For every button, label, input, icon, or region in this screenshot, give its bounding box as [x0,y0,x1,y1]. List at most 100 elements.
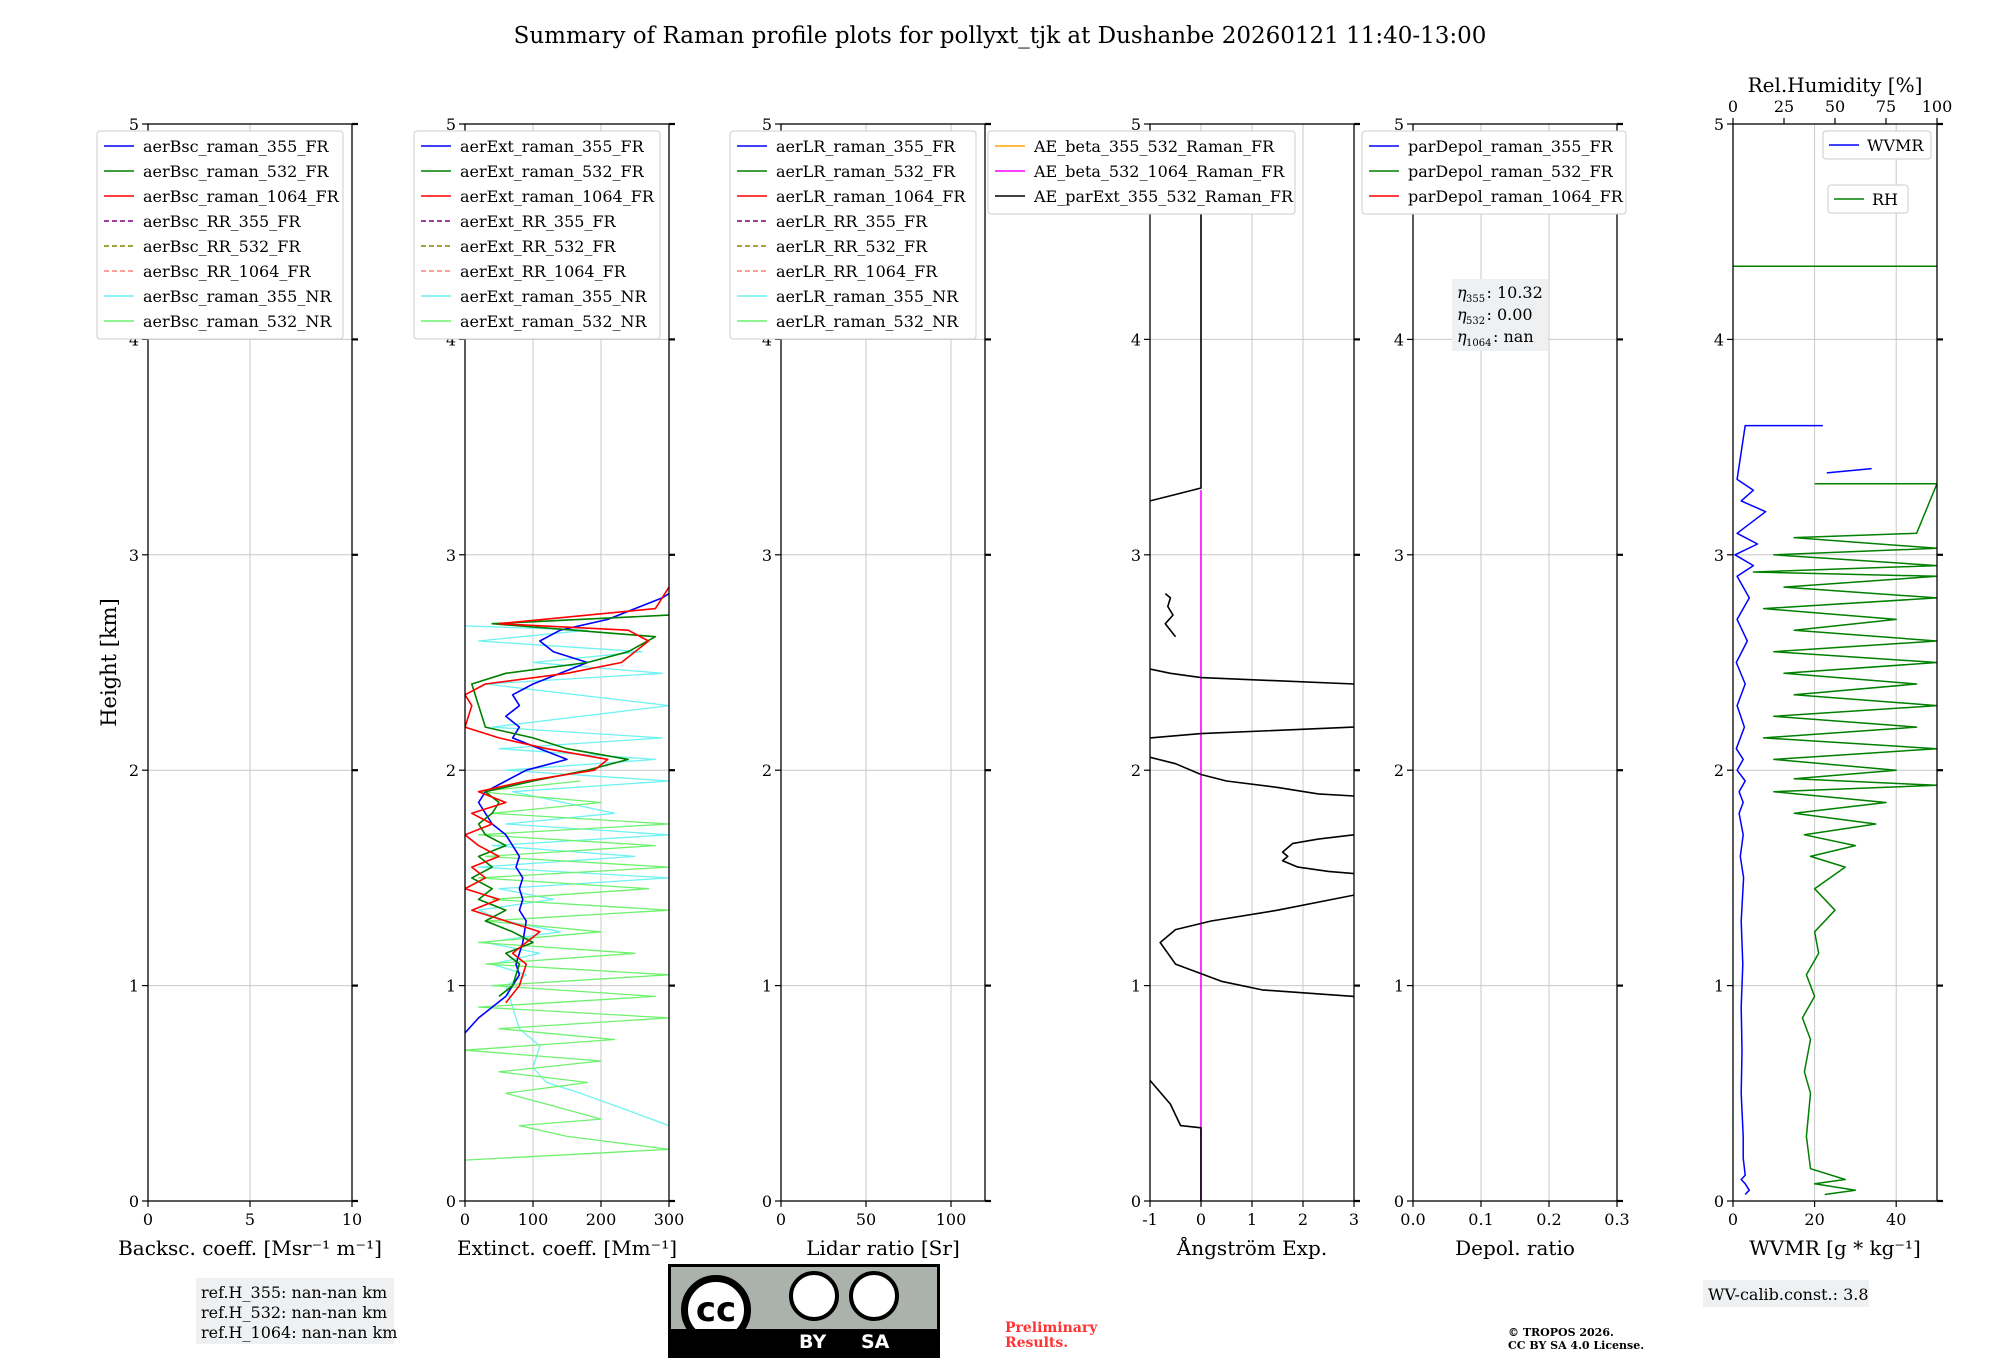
depol-eta-symbol: η [1457,305,1467,324]
depol-eta-symbol: η [1457,327,1467,346]
x-tick-label: 40 [1886,1210,1906,1229]
figure-title: Summary of Raman profile plots for polly… [514,23,1487,49]
top-x-tick-label: 50 [1825,97,1845,116]
depol-eta-subscript: 1064 [1466,338,1491,349]
legend-label: aerExt_RR_355_FR [460,212,617,231]
panel-depol: 0.0 0.1 0.2 0.3 0 1 2 3 4 5 Depol. ratio parDepol_r… [1361,115,1630,1260]
panel-extinction: 0 100 200 300 0 1 2 3 4 5 Extinct. coeff. [Mm⁻¹] ae… [413,115,685,1260]
series-line-AE_parExt_355_532_Raman_FR [1281,834,1354,875]
preliminary-line-2: Results. [1005,1335,1068,1351]
depol-eta-value: : nan [1493,327,1534,346]
legend-label: aerBsc_RR_1064_FR [143,262,312,281]
x-tick-label: 0.3 [1604,1210,1629,1229]
y-tick-label: 0 [129,1192,139,1211]
y-tick-label: 2 [1714,761,1724,780]
series-line-aerExt_raman_532_FR [470,614,669,998]
y-tick-label: 3 [762,546,772,565]
axes-frame [1732,123,1938,1202]
x-tick-label: 0 [143,1210,153,1229]
x-tick-label: 3 [1349,1210,1359,1229]
y-tick-label: 3 [1394,546,1404,565]
cc-badge-bottom-bar [671,1329,937,1355]
legend-label: aerExt_raman_355_FR [460,137,645,156]
reference-height-box: ref.H_355: nan-nan km ref.H_532: nan-nan… [196,1278,397,1344]
y-tick-label: 4 [762,330,772,349]
series-line-aerExt_raman_355_FR [465,592,669,1034]
top-x-tick-label: 100 [1922,97,1953,116]
legend-box [1822,130,1932,160]
ref-height-1064: ref.H_1064: nan-nan km [201,1323,397,1342]
y-tick-label: 1 [129,977,139,996]
y-tick-label: 5 [446,115,456,134]
legend-label: aerLR_raman_355_NR [776,287,959,306]
y-tick-label: 3 [1131,546,1141,565]
x-axis-label: Extinct. coeff. [Mm⁻¹] [457,1236,677,1260]
series-line-aerExt_raman_532_NR [465,780,669,1161]
series-line-RH [1752,482,1937,1196]
legend-box [96,130,344,340]
legend-label: aerLR_RR_355_FR [776,212,928,231]
series-line-AE_parExt_355_532_Raman_FR [1164,592,1177,638]
reference-height-box-bg [196,1278,394,1344]
x-tick-label: 100 [518,1210,549,1229]
x-tick-label: 300 [654,1210,685,1229]
axes-frame [464,123,670,1202]
x-tick-label: 50 [856,1210,876,1229]
y-tick-label: 0 [446,1192,456,1211]
y-tick-label: 1 [1394,977,1404,996]
legend-label: AE_beta_355_532_Raman_FR [1033,137,1275,156]
x-axis-label: Backsc. coeff. [Msr⁻¹ m⁻¹] [118,1236,382,1260]
x-tick-label: 0 [1728,1210,1738,1229]
axes-frame [1412,123,1618,1202]
copyright-line-1: © TROPOS 2026. [1508,1326,1614,1339]
x-tick-label: 2 [1298,1210,1308,1229]
legend: parDepol_raman_355_FR parDepol_raman_532_… [1361,130,1627,215]
wv-calib-box-bg [1703,1280,1869,1307]
legend-label: aerBsc_raman_355_NR [143,287,332,306]
legend-label: parDepol_raman_1064_FR [1408,187,1624,206]
legend-label: parDepol_raman_532_FR [1408,162,1614,181]
legend-label: AE_beta_532_1064_Raman_FR [1033,162,1285,181]
series-group [1733,265,1937,1196]
x-axis-label: Ångström Exp. [1176,1235,1327,1260]
legend-label: aerLR_raman_355_FR [776,137,956,156]
y-tick-label: 3 [446,546,456,565]
preliminary-line-1: Preliminary [1005,1320,1098,1336]
legend-label: aerBsc_RR_355_FR [143,212,301,231]
legend-label: aerLR_RR_1064_FR [776,262,938,281]
y-tick-label: 0 [762,1192,772,1211]
legend-box [1827,184,1909,214]
panel-backscatter: 0 5 10 0 1 2 3 4 5 Backsc. coeff. [Msr⁻¹ m⁻¹] Heig… [96,115,382,1260]
legend: aerBsc_raman_355_FR aerBsc_raman_532_FRae… [96,130,344,340]
y-tick-label: 1 [762,977,772,996]
y-tick-label: 5 [1714,115,1724,134]
y-tick-label: 2 [446,761,456,780]
legend-label: aerBsc_raman_532_NR [143,312,332,331]
x-axis-label: WVMR [g * kg⁻¹] [1749,1236,1921,1260]
x-tick-label: 1 [1247,1210,1257,1229]
y-tick-label: 5 [1131,115,1141,134]
legend-label: aerBsc_RR_532_FR [143,237,301,256]
legend: aerExt_raman_355_FR aerExt_raman_532_FRae… [413,130,661,340]
series-line-AE_parExt_355_532_Raman_FR [1159,894,1354,998]
series-line-WVMR [1734,424,1823,1196]
y-tick-label: 2 [1131,761,1141,780]
legend-RH: RH [1827,184,1909,214]
legend-label: aerExt_RR_1064_FR [460,262,627,281]
legend-box [413,130,661,340]
depol-eta-value: : 10.32 [1487,283,1543,302]
legend-label: aerLR_raman_532_FR [776,162,956,181]
panel-wvmr: 0 20 40 0 1 2 3 4 5 WVMR [g * kg⁻¹] 0 25 50 75 100Rel.… [1714,73,1952,1260]
cc-sa-label: SA [861,1331,890,1353]
legend-label: aerExt_raman_355_NR [460,287,648,306]
y-tick-label: 5 [1394,115,1404,134]
legend-box [729,130,977,340]
x-tick-label: 0 [1196,1210,1206,1229]
wv-calib-box: WV-calib.const.: 3.8 [1703,1280,1869,1307]
legend-label: aerLR_RR_532_FR [776,237,928,256]
x-tick-label: 100 [936,1210,967,1229]
x-tick-label: 200 [586,1210,617,1229]
x-axis-label: Depol. ratio [1455,1236,1575,1260]
